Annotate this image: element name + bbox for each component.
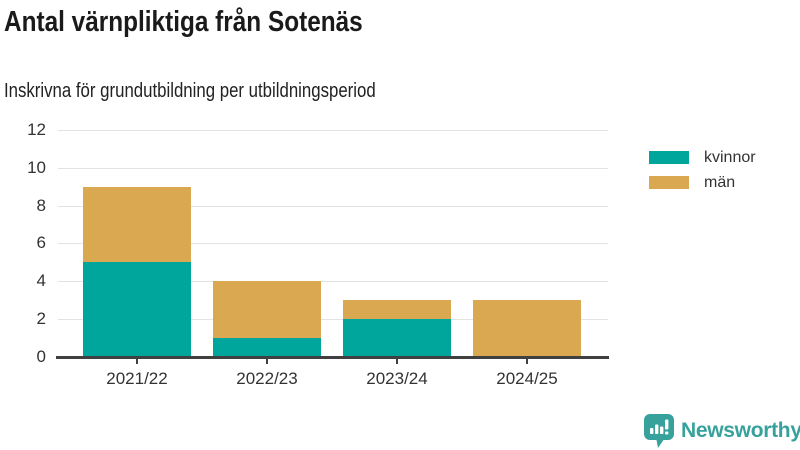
bar-segment-kvinnor-2022/23	[213, 338, 321, 357]
x-axis-label-2024/25: 2024/25	[496, 369, 558, 388]
legend-item-man: män	[649, 173, 756, 191]
legend-swatch-man-icon	[649, 176, 689, 189]
legend-label-man: män	[704, 173, 736, 191]
y-axis-label-12: 12	[27, 119, 46, 139]
y-axis-label-6: 6	[36, 233, 46, 253]
x-axis-line	[56, 356, 609, 359]
gridline-y-10	[58, 167, 608, 169]
bar-segment-män-2024/25	[473, 300, 581, 357]
gridline-y-8	[58, 205, 608, 207]
legend-swatch-kvinnor-icon	[649, 151, 689, 164]
chart-title: Antal värnpliktiga från Sotenäs	[4, 6, 363, 38]
x-tick-2021/22	[136, 359, 138, 364]
gridline-y-12	[58, 129, 608, 131]
bar-segment-män-2023/24	[343, 300, 451, 320]
bar-segment-män-2022/23	[213, 281, 321, 339]
brand-logo: Newsworthy	[644, 414, 800, 448]
legend: kvinnor män	[649, 148, 756, 200]
y-axis-label-2: 2	[36, 309, 46, 329]
gridline-y-4	[58, 281, 608, 283]
bar-segment-kvinnor-2023/24	[343, 319, 451, 357]
gridline-y-2	[58, 319, 608, 321]
x-tick-2022/23	[266, 359, 268, 364]
brand-wordmark: Newsworthy	[681, 419, 800, 442]
y-axis-label-4: 4	[36, 271, 46, 291]
gridline-y-6	[58, 243, 608, 245]
x-tick-2023/24	[396, 359, 398, 364]
y-axis-label-10: 10	[27, 157, 46, 177]
x-axis-label-2021/22: 2021/22	[106, 369, 168, 388]
x-axis-label-2022/23: 2022/23	[236, 369, 298, 388]
y-axis-label-8: 8	[36, 195, 46, 215]
x-tick-2024/25	[526, 359, 528, 364]
newsworthy-logo-icon	[644, 414, 674, 448]
legend-label-kvinnor: kvinnor	[704, 148, 756, 166]
bar-segment-män-2021/22	[83, 186, 191, 263]
chart-subtitle: Inskrivna för grundutbildning per utbild…	[4, 80, 376, 102]
legend-item-kvinnor: kvinnor	[649, 148, 756, 166]
y-axis-label-0: 0	[36, 347, 46, 366]
bar-segment-kvinnor-2021/22	[83, 262, 191, 357]
x-axis-label-2023/24: 2023/24	[366, 369, 428, 388]
